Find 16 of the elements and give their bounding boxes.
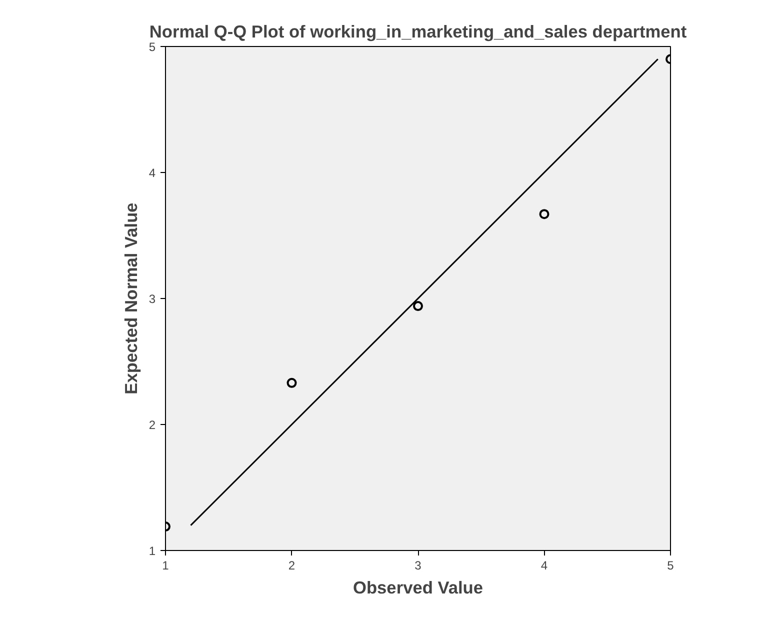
x-tick-label: 1 — [162, 558, 170, 572]
y-tick-label: 5 — [148, 40, 156, 54]
y-axis-title: Expected Normal Value — [120, 202, 141, 394]
x-tick-label: 2 — [288, 558, 296, 572]
y-tick-label: 3 — [148, 292, 156, 306]
x-tick-label: 3 — [414, 558, 422, 572]
y-tick-label: 2 — [148, 418, 156, 432]
x-tick-label: 5 — [667, 558, 674, 572]
chart-title: Normal Q-Q Plot of working_in_marketing_and_sales department — [149, 22, 687, 42]
point — [539, 209, 550, 220]
y-tick-label: 1 — [148, 544, 156, 558]
x-tick-label: 4 — [540, 558, 548, 572]
x-axis-title: Observed Value — [352, 578, 484, 598]
y-tick-label: 4 — [148, 166, 156, 180]
point — [413, 301, 423, 312]
point — [286, 378, 297, 388]
